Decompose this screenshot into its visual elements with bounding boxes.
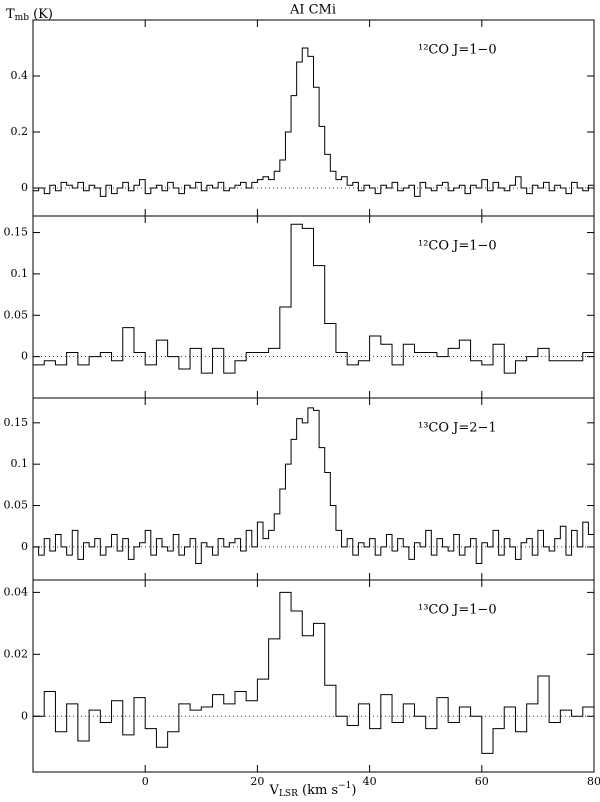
spectrum: [33, 407, 594, 564]
y-tick-label: 0.05: [4, 499, 29, 512]
x-axis-label: VLSR (km s−1): [269, 781, 357, 799]
y-axis-label: Tmb (K): [6, 7, 53, 23]
x-tick-label: 60: [475, 775, 489, 788]
spectrum: [33, 591, 594, 754]
panel-label: ¹²CO J=1−0: [418, 43, 497, 58]
x-tick-label: 80: [587, 775, 600, 788]
y-tick-label: 0.2: [11, 125, 29, 138]
y-tick-label: 0.02: [4, 647, 29, 660]
panel-label: ¹²CO J=1−0: [418, 239, 497, 254]
chart-title: AI CMi: [289, 3, 336, 18]
plot-frame: [32, 397, 595, 581]
y-tick-label: 0.04: [4, 585, 29, 598]
y-tick-label: 0.1: [11, 267, 29, 280]
spectrum: [33, 223, 594, 374]
y-tick-label: 0: [21, 540, 28, 553]
plot-frame: [32, 579, 595, 773]
y-tick-label: 0: [21, 181, 28, 194]
y-tick-label: 0.15: [4, 416, 29, 429]
x-tick-label: 20: [250, 775, 264, 788]
spectrum: [33, 47, 594, 197]
y-tick-label: 0: [21, 350, 28, 363]
y-tick-label: 0: [21, 709, 28, 722]
panel-label: ¹³CO J=2−1: [418, 421, 497, 436]
x-tick-label: 40: [363, 775, 377, 788]
x-tick-label: 0: [142, 775, 149, 788]
panel-label: ¹³CO J=1−0: [418, 603, 497, 618]
y-tick-label: 0.05: [4, 308, 29, 321]
y-tick-label: 0.4: [11, 69, 29, 82]
y-tick-label: 0.15: [4, 226, 29, 239]
y-tick-label: 0.1: [11, 457, 29, 470]
